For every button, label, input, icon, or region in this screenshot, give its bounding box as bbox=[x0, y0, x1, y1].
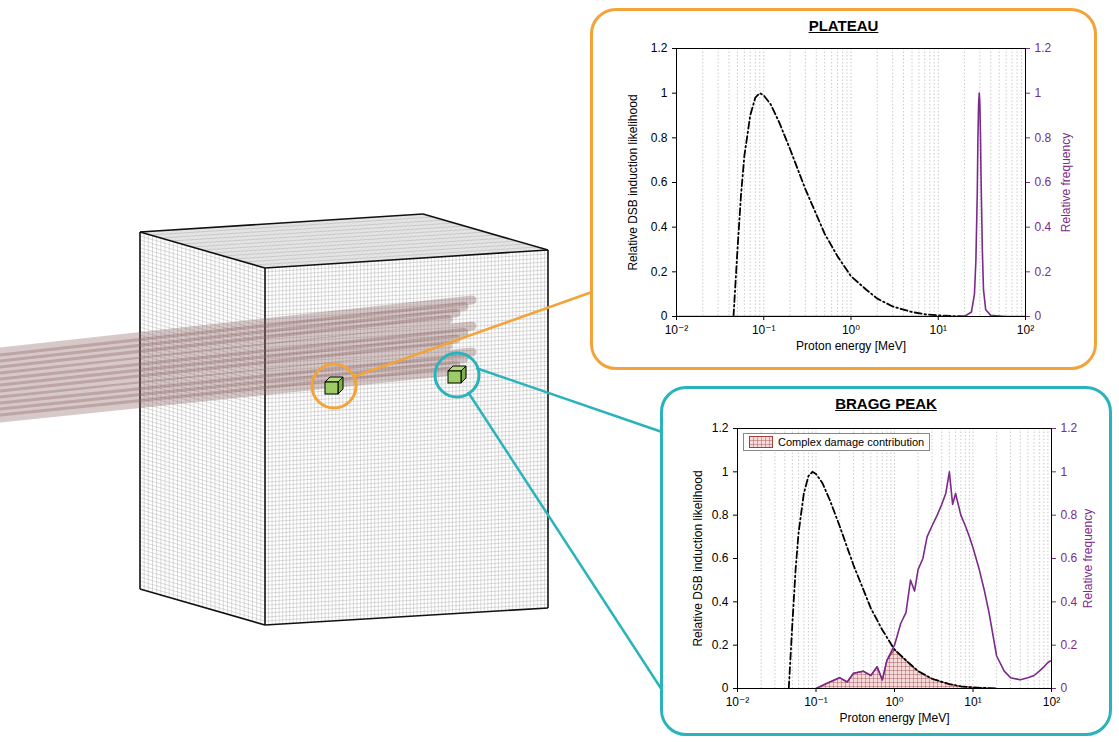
svg-text:1: 1 bbox=[1061, 465, 1068, 479]
svg-text:1: 1 bbox=[661, 86, 668, 100]
svg-text:0.2: 0.2 bbox=[1061, 638, 1078, 652]
svg-text:10⁻²: 10⁻² bbox=[726, 695, 750, 709]
svg-text:0.4: 0.4 bbox=[712, 595, 729, 609]
svg-text:0.6: 0.6 bbox=[1035, 175, 1052, 189]
svg-text:Relative DSB induction likelih: Relative DSB induction likelihood bbox=[626, 94, 640, 270]
svg-text:1.2: 1.2 bbox=[651, 41, 668, 55]
svg-text:Relative DSB induction likelih: Relative DSB induction likelihood bbox=[691, 470, 705, 646]
svg-text:0.4: 0.4 bbox=[1061, 595, 1078, 609]
svg-text:0.4: 0.4 bbox=[1035, 220, 1052, 234]
svg-text:10¹: 10¹ bbox=[964, 695, 981, 709]
svg-text:0.2: 0.2 bbox=[651, 265, 668, 279]
svg-text:0.2: 0.2 bbox=[712, 638, 729, 652]
svg-text:10⁰: 10⁰ bbox=[842, 323, 860, 337]
svg-text:10⁰: 10⁰ bbox=[885, 695, 903, 709]
svg-text:1.2: 1.2 bbox=[712, 421, 729, 435]
svg-text:0: 0 bbox=[661, 309, 668, 323]
svg-text:Relative frequency: Relative frequency bbox=[1059, 133, 1073, 232]
svg-text:1: 1 bbox=[1035, 86, 1042, 100]
svg-text:1: 1 bbox=[722, 465, 729, 479]
svg-text:Proton energy [MeV]: Proton energy [MeV] bbox=[839, 711, 949, 725]
svg-text:10⁻¹: 10⁻¹ bbox=[752, 323, 776, 337]
html-text:PLATEAU: PLATEAU bbox=[808, 17, 879, 34]
svg-text:0.4: 0.4 bbox=[651, 220, 668, 234]
svg-text:Relative frequency: Relative frequency bbox=[1081, 509, 1095, 608]
svg-text:Proton energy [MeV]: Proton energy [MeV] bbox=[796, 339, 906, 353]
svg-text:10²: 10² bbox=[1017, 323, 1034, 337]
svg-text:10²: 10² bbox=[1043, 695, 1060, 709]
svg-text:0: 0 bbox=[722, 681, 729, 695]
svg-text:0.8: 0.8 bbox=[1035, 131, 1052, 145]
svg-text:0: 0 bbox=[1035, 309, 1042, 323]
html-text:BRAGG PEAK: BRAGG PEAK bbox=[835, 395, 937, 412]
svg-text:0.8: 0.8 bbox=[712, 508, 729, 522]
svg-text:10⁻¹: 10⁻¹ bbox=[804, 695, 828, 709]
svg-text:10¹: 10¹ bbox=[930, 323, 947, 337]
svg-text:1.2: 1.2 bbox=[1061, 421, 1078, 435]
html-text:Complex damage contribution: Complex damage contribution bbox=[778, 436, 925, 448]
svg-text:0.2: 0.2 bbox=[1035, 265, 1052, 279]
svg-text:0.8: 0.8 bbox=[1061, 508, 1078, 522]
svg-text:0.8: 0.8 bbox=[651, 131, 668, 145]
svg-text:10⁻²: 10⁻² bbox=[665, 323, 689, 337]
svg-text:0: 0 bbox=[1061, 681, 1068, 695]
svg-text:0.6: 0.6 bbox=[651, 175, 668, 189]
svg-text:0.6: 0.6 bbox=[712, 551, 729, 565]
svg-text:0.6: 0.6 bbox=[1061, 551, 1078, 565]
svg-text:1.2: 1.2 bbox=[1035, 41, 1052, 55]
